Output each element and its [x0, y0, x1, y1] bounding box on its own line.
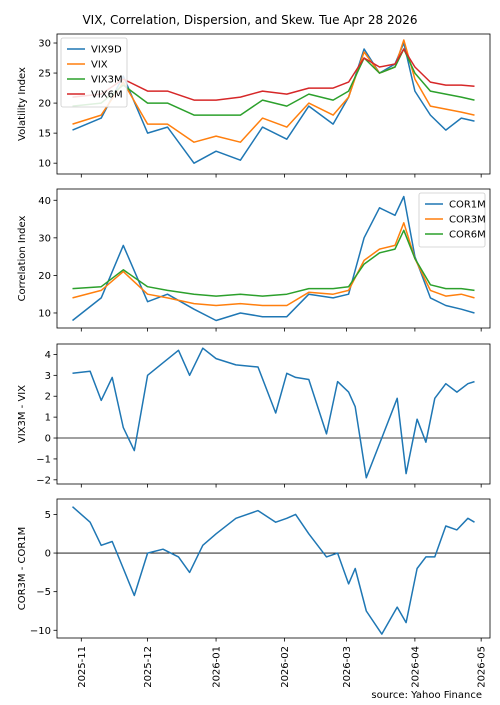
- y-tick-label: 40: [38, 196, 51, 207]
- y-tick-label: 30: [38, 233, 51, 244]
- series-line-spread: [72, 347, 475, 479]
- y-axis-label: Volatility Index: [17, 67, 28, 141]
- y-tick-label: 0: [45, 549, 51, 560]
- legend: COR1M COR3M COR6M: [418, 192, 486, 248]
- y-tick-label: 20: [38, 99, 51, 110]
- plot-frame: [56, 343, 491, 485]
- series-line-vix: [72, 39, 475, 143]
- series-line-spread: [72, 506, 475, 635]
- y-tick-label: 15: [38, 129, 51, 140]
- plot-frame: [56, 188, 491, 329]
- x-tick-label: 2026-05: [477, 646, 488, 688]
- source-note: source: Yahoo Finance: [371, 690, 482, 700]
- x-tick-label: 2025-12: [143, 646, 154, 688]
- y-tick-label: 2: [45, 392, 51, 403]
- plot-frame: [56, 498, 491, 639]
- panel-2: 10 20 30 40 Correlation Index COR1M COR3M COR6M: [17, 188, 491, 332]
- panel-4: −10 −5 0 5 COR3M - COR1M: [17, 498, 491, 642]
- y-tick-label: −2: [36, 475, 51, 486]
- y-tick-label: 10: [38, 308, 51, 319]
- series-line-cor6m: [72, 229, 475, 297]
- series-line-vix3m: [72, 48, 475, 116]
- x-tick-label: 2026-03: [342, 646, 353, 688]
- y-axis-label: COR3M - COR1M: [17, 527, 28, 611]
- y-axis-label: Correlation Index: [17, 215, 28, 301]
- legend-label: COR1M: [449, 200, 486, 211]
- legend-box: [60, 37, 128, 108]
- legend-label: COR3M: [449, 215, 486, 226]
- legend-label: VIX: [91, 60, 108, 71]
- y-tick-label: −5: [36, 587, 51, 598]
- series-line-vix9d: [72, 42, 475, 164]
- y-tick-label: 20: [38, 271, 51, 282]
- y-tick-label: 3: [45, 371, 51, 382]
- y-tick-label: −1: [36, 454, 51, 465]
- x-tick-label: 2026-01: [212, 646, 223, 688]
- figure-title: VIX, Correlation, Dispersion, and Skew. …: [82, 13, 417, 27]
- y-tick-label: −10: [30, 626, 51, 637]
- y-axis-label: VIX3M - VIX: [17, 385, 28, 443]
- plot-frame: [56, 33, 491, 175]
- legend: VIX9D VIX VIX3M VIX6M: [60, 37, 128, 108]
- x-tick-label: 2026-04: [410, 646, 421, 688]
- y-tick-label: 5: [45, 510, 51, 521]
- y-tick-label: 4: [45, 350, 51, 361]
- y-tick-label: 1: [45, 413, 51, 424]
- legend-label: VIX6M: [91, 90, 123, 101]
- legend-label: COR6M: [449, 230, 486, 241]
- series-line-cor3m: [72, 222, 475, 307]
- y-tick-label: 25: [38, 69, 51, 80]
- y-tick-label: 0: [45, 434, 51, 445]
- series-line-cor1m: [72, 195, 475, 322]
- legend-label: VIX9D: [91, 45, 122, 56]
- series-line-vix6m: [72, 48, 475, 101]
- y-tick-label: 30: [38, 39, 51, 50]
- x-tick-label: 2025-11: [77, 646, 88, 688]
- y-tick-label: 10: [38, 159, 51, 170]
- panel-3: −2 −1 0 1 2 3 4 VIX3M - VIX: [17, 343, 491, 488]
- x-tick-label: 2026-02: [280, 646, 291, 688]
- legend-label: VIX3M: [91, 75, 123, 86]
